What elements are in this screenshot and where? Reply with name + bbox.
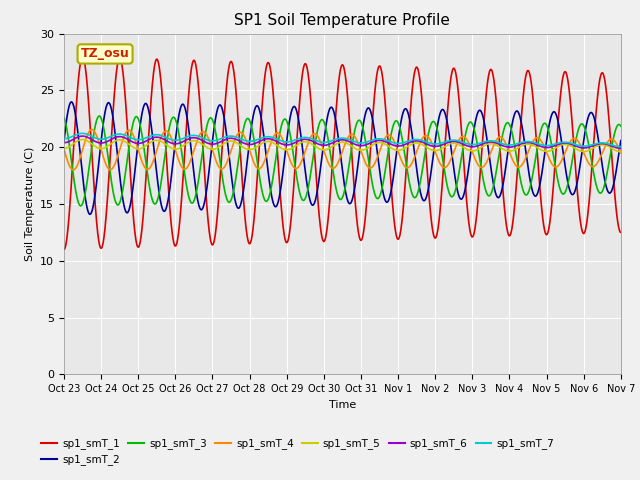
Line: sp1_smT_1: sp1_smT_1 xyxy=(64,57,621,250)
sp1_smT_7 xyxy=(124,133,132,139)
sp1_smT_4 xyxy=(60,146,68,152)
sp1_smT_3 xyxy=(124,152,132,158)
sp1_smT_4 xyxy=(157,135,164,141)
sp1_smT_2 xyxy=(547,117,554,123)
sp1_smT_6 xyxy=(79,133,86,139)
X-axis label: Time: Time xyxy=(329,400,356,409)
sp1_smT_3 xyxy=(606,153,614,158)
sp1_smT_6 xyxy=(60,140,68,145)
sp1_smT_6 xyxy=(157,135,164,141)
sp1_smT_1 xyxy=(298,75,306,81)
sp1_smT_1 xyxy=(79,54,86,60)
sp1_smT_2 xyxy=(274,200,282,206)
sp1_smT_7 xyxy=(79,131,86,136)
sp1_smT_1 xyxy=(124,130,132,135)
sp1_smT_4 xyxy=(547,158,554,164)
sp1_smT_2 xyxy=(617,138,625,144)
Legend: sp1_smT_1, sp1_smT_2, sp1_smT_3, sp1_smT_4, sp1_smT_5, sp1_smT_6, sp1_smT_7: sp1_smT_1, sp1_smT_2, sp1_smT_3, sp1_smT… xyxy=(37,434,559,469)
sp1_smT_4 xyxy=(70,167,77,173)
sp1_smT_2 xyxy=(68,99,76,105)
Line: sp1_smT_4: sp1_smT_4 xyxy=(64,130,621,170)
sp1_smT_7 xyxy=(617,144,625,149)
sp1_smT_4 xyxy=(124,128,132,133)
sp1_smT_7 xyxy=(274,136,282,142)
sp1_smT_7 xyxy=(60,136,68,142)
sp1_smT_5 xyxy=(60,145,68,151)
sp1_smT_3 xyxy=(77,203,84,209)
sp1_smT_5 xyxy=(606,144,614,150)
sp1_smT_3 xyxy=(298,196,306,202)
sp1_smT_1 xyxy=(157,76,164,82)
sp1_smT_1 xyxy=(60,247,68,252)
sp1_smT_6 xyxy=(124,136,132,142)
sp1_smT_3 xyxy=(274,142,282,147)
sp1_smT_4 xyxy=(617,150,625,156)
sp1_smT_3 xyxy=(60,115,68,120)
sp1_smT_7 xyxy=(298,135,306,141)
Text: TZ_osu: TZ_osu xyxy=(81,48,129,60)
sp1_smT_1 xyxy=(606,130,614,136)
Line: sp1_smT_2: sp1_smT_2 xyxy=(64,102,621,214)
sp1_smT_1 xyxy=(546,218,554,224)
sp1_smT_7 xyxy=(546,143,554,148)
sp1_smT_5 xyxy=(546,148,554,154)
sp1_smT_2 xyxy=(606,190,614,196)
sp1_smT_2 xyxy=(60,138,68,144)
sp1_smT_7 xyxy=(606,142,614,147)
Y-axis label: Soil Temperature (C): Soil Temperature (C) xyxy=(24,147,35,261)
Title: SP1 Soil Temperature Profile: SP1 Soil Temperature Profile xyxy=(234,13,451,28)
sp1_smT_4 xyxy=(88,127,96,132)
sp1_smT_7 xyxy=(157,132,164,138)
sp1_smT_3 xyxy=(617,123,625,129)
sp1_smT_5 xyxy=(157,138,164,144)
sp1_smT_5 xyxy=(79,136,86,142)
Line: sp1_smT_6: sp1_smT_6 xyxy=(64,136,621,148)
sp1_smT_2 xyxy=(157,200,164,206)
sp1_smT_1 xyxy=(274,154,282,160)
sp1_smT_5 xyxy=(298,140,306,145)
sp1_smT_5 xyxy=(617,149,625,155)
sp1_smT_6 xyxy=(606,143,614,148)
sp1_smT_6 xyxy=(617,145,625,151)
sp1_smT_2 xyxy=(124,209,132,215)
sp1_smT_4 xyxy=(606,136,614,142)
sp1_smT_3 xyxy=(547,135,554,141)
sp1_smT_3 xyxy=(95,113,103,119)
Line: sp1_smT_7: sp1_smT_7 xyxy=(64,133,621,146)
sp1_smT_2 xyxy=(86,211,94,217)
sp1_smT_2 xyxy=(298,142,306,147)
Line: sp1_smT_3: sp1_smT_3 xyxy=(64,116,621,206)
Line: sp1_smT_5: sp1_smT_5 xyxy=(64,139,621,152)
sp1_smT_6 xyxy=(546,144,554,150)
sp1_smT_6 xyxy=(298,137,306,143)
sp1_smT_4 xyxy=(298,157,306,163)
sp1_smT_5 xyxy=(124,141,132,146)
sp1_smT_5 xyxy=(274,143,282,149)
sp1_smT_3 xyxy=(157,180,164,186)
sp1_smT_6 xyxy=(274,139,282,145)
sp1_smT_1 xyxy=(617,229,625,235)
sp1_smT_4 xyxy=(274,130,282,136)
